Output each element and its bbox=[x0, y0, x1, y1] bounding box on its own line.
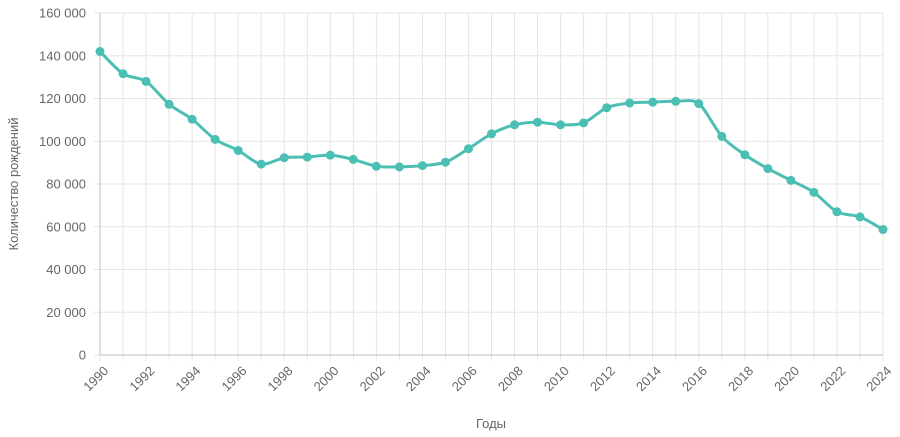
y-tick-label: 60 000 bbox=[46, 219, 86, 234]
data-point bbox=[302, 152, 312, 162]
data-point bbox=[210, 134, 220, 144]
x-tick-label: 1990 bbox=[80, 363, 111, 394]
data-point bbox=[602, 103, 612, 113]
x-tick-label: 2004 bbox=[403, 363, 434, 394]
y-axis-title: Количество рождений bbox=[6, 118, 21, 251]
data-point bbox=[371, 161, 381, 171]
series-layer bbox=[95, 46, 888, 235]
x-tick-label: 1992 bbox=[126, 363, 157, 394]
data-point bbox=[878, 225, 888, 235]
data-point bbox=[279, 153, 289, 163]
x-tick-label: 2008 bbox=[495, 363, 526, 394]
data-point bbox=[740, 150, 750, 160]
data-point bbox=[233, 145, 243, 155]
data-point bbox=[786, 175, 796, 185]
data-point bbox=[717, 131, 727, 141]
data-point bbox=[256, 159, 266, 169]
data-point bbox=[648, 97, 658, 107]
data-point bbox=[533, 117, 543, 127]
x-tick-label: 2016 bbox=[679, 363, 710, 394]
y-tick-label: 140 000 bbox=[39, 48, 86, 63]
x-axis-tick-labels: 1990 1992 1994 1996 1998 2000 2002 2004 2006 2008… bbox=[80, 363, 894, 394]
data-point bbox=[164, 99, 174, 109]
x-tick-label: 2018 bbox=[725, 363, 756, 394]
grid-lines bbox=[100, 12, 884, 355]
x-tick-label: 2010 bbox=[541, 363, 572, 394]
y-tick-label: 120 000 bbox=[39, 91, 86, 106]
x-tick-label: 2014 bbox=[633, 363, 664, 394]
data-point bbox=[118, 69, 128, 79]
data-point bbox=[440, 157, 450, 167]
data-point bbox=[855, 212, 865, 222]
y-tick-label: 100 000 bbox=[39, 134, 86, 149]
x-tick-label: 2024 bbox=[863, 363, 894, 394]
x-tick-label: 2006 bbox=[449, 363, 480, 394]
x-tick-label: 1994 bbox=[172, 363, 203, 394]
y-axis-tick-labels: 0 20 000 40 000 60 000 80 000 100 000 120 000 1… bbox=[39, 6, 86, 363]
data-point bbox=[394, 162, 404, 172]
y-tick-label: 80 000 bbox=[46, 177, 86, 192]
data-point bbox=[671, 96, 681, 106]
x-tick-label: 2020 bbox=[771, 363, 802, 394]
y-tick-label: 160 000 bbox=[39, 6, 86, 21]
data-point bbox=[348, 154, 358, 164]
axes bbox=[94, 12, 884, 361]
x-tick-label: 2002 bbox=[357, 363, 388, 394]
x-tick-label: 2012 bbox=[587, 363, 618, 394]
x-tick-label: 1996 bbox=[219, 363, 250, 394]
data-point bbox=[95, 46, 105, 56]
data-point bbox=[694, 99, 704, 109]
data-point bbox=[556, 120, 566, 130]
data-point bbox=[187, 114, 197, 124]
y-tick-label: 0 bbox=[79, 348, 86, 363]
data-point bbox=[463, 144, 473, 154]
data-point bbox=[625, 98, 635, 108]
x-tick-label: 2022 bbox=[817, 363, 848, 394]
x-axis-title: Годы bbox=[476, 416, 506, 431]
y-tick-label: 20 000 bbox=[46, 305, 86, 320]
y-tick-label: 40 000 bbox=[46, 262, 86, 277]
data-point bbox=[487, 129, 496, 139]
x-tick-label: 2000 bbox=[311, 363, 342, 394]
data-point bbox=[579, 118, 589, 128]
data-point bbox=[325, 150, 335, 160]
data-point bbox=[141, 76, 151, 86]
data-point bbox=[417, 161, 427, 171]
x-tick-label: 1998 bbox=[265, 363, 296, 394]
data-point bbox=[832, 207, 842, 217]
data-point bbox=[763, 164, 773, 174]
data-point bbox=[809, 187, 819, 197]
data-point bbox=[510, 120, 520, 130]
